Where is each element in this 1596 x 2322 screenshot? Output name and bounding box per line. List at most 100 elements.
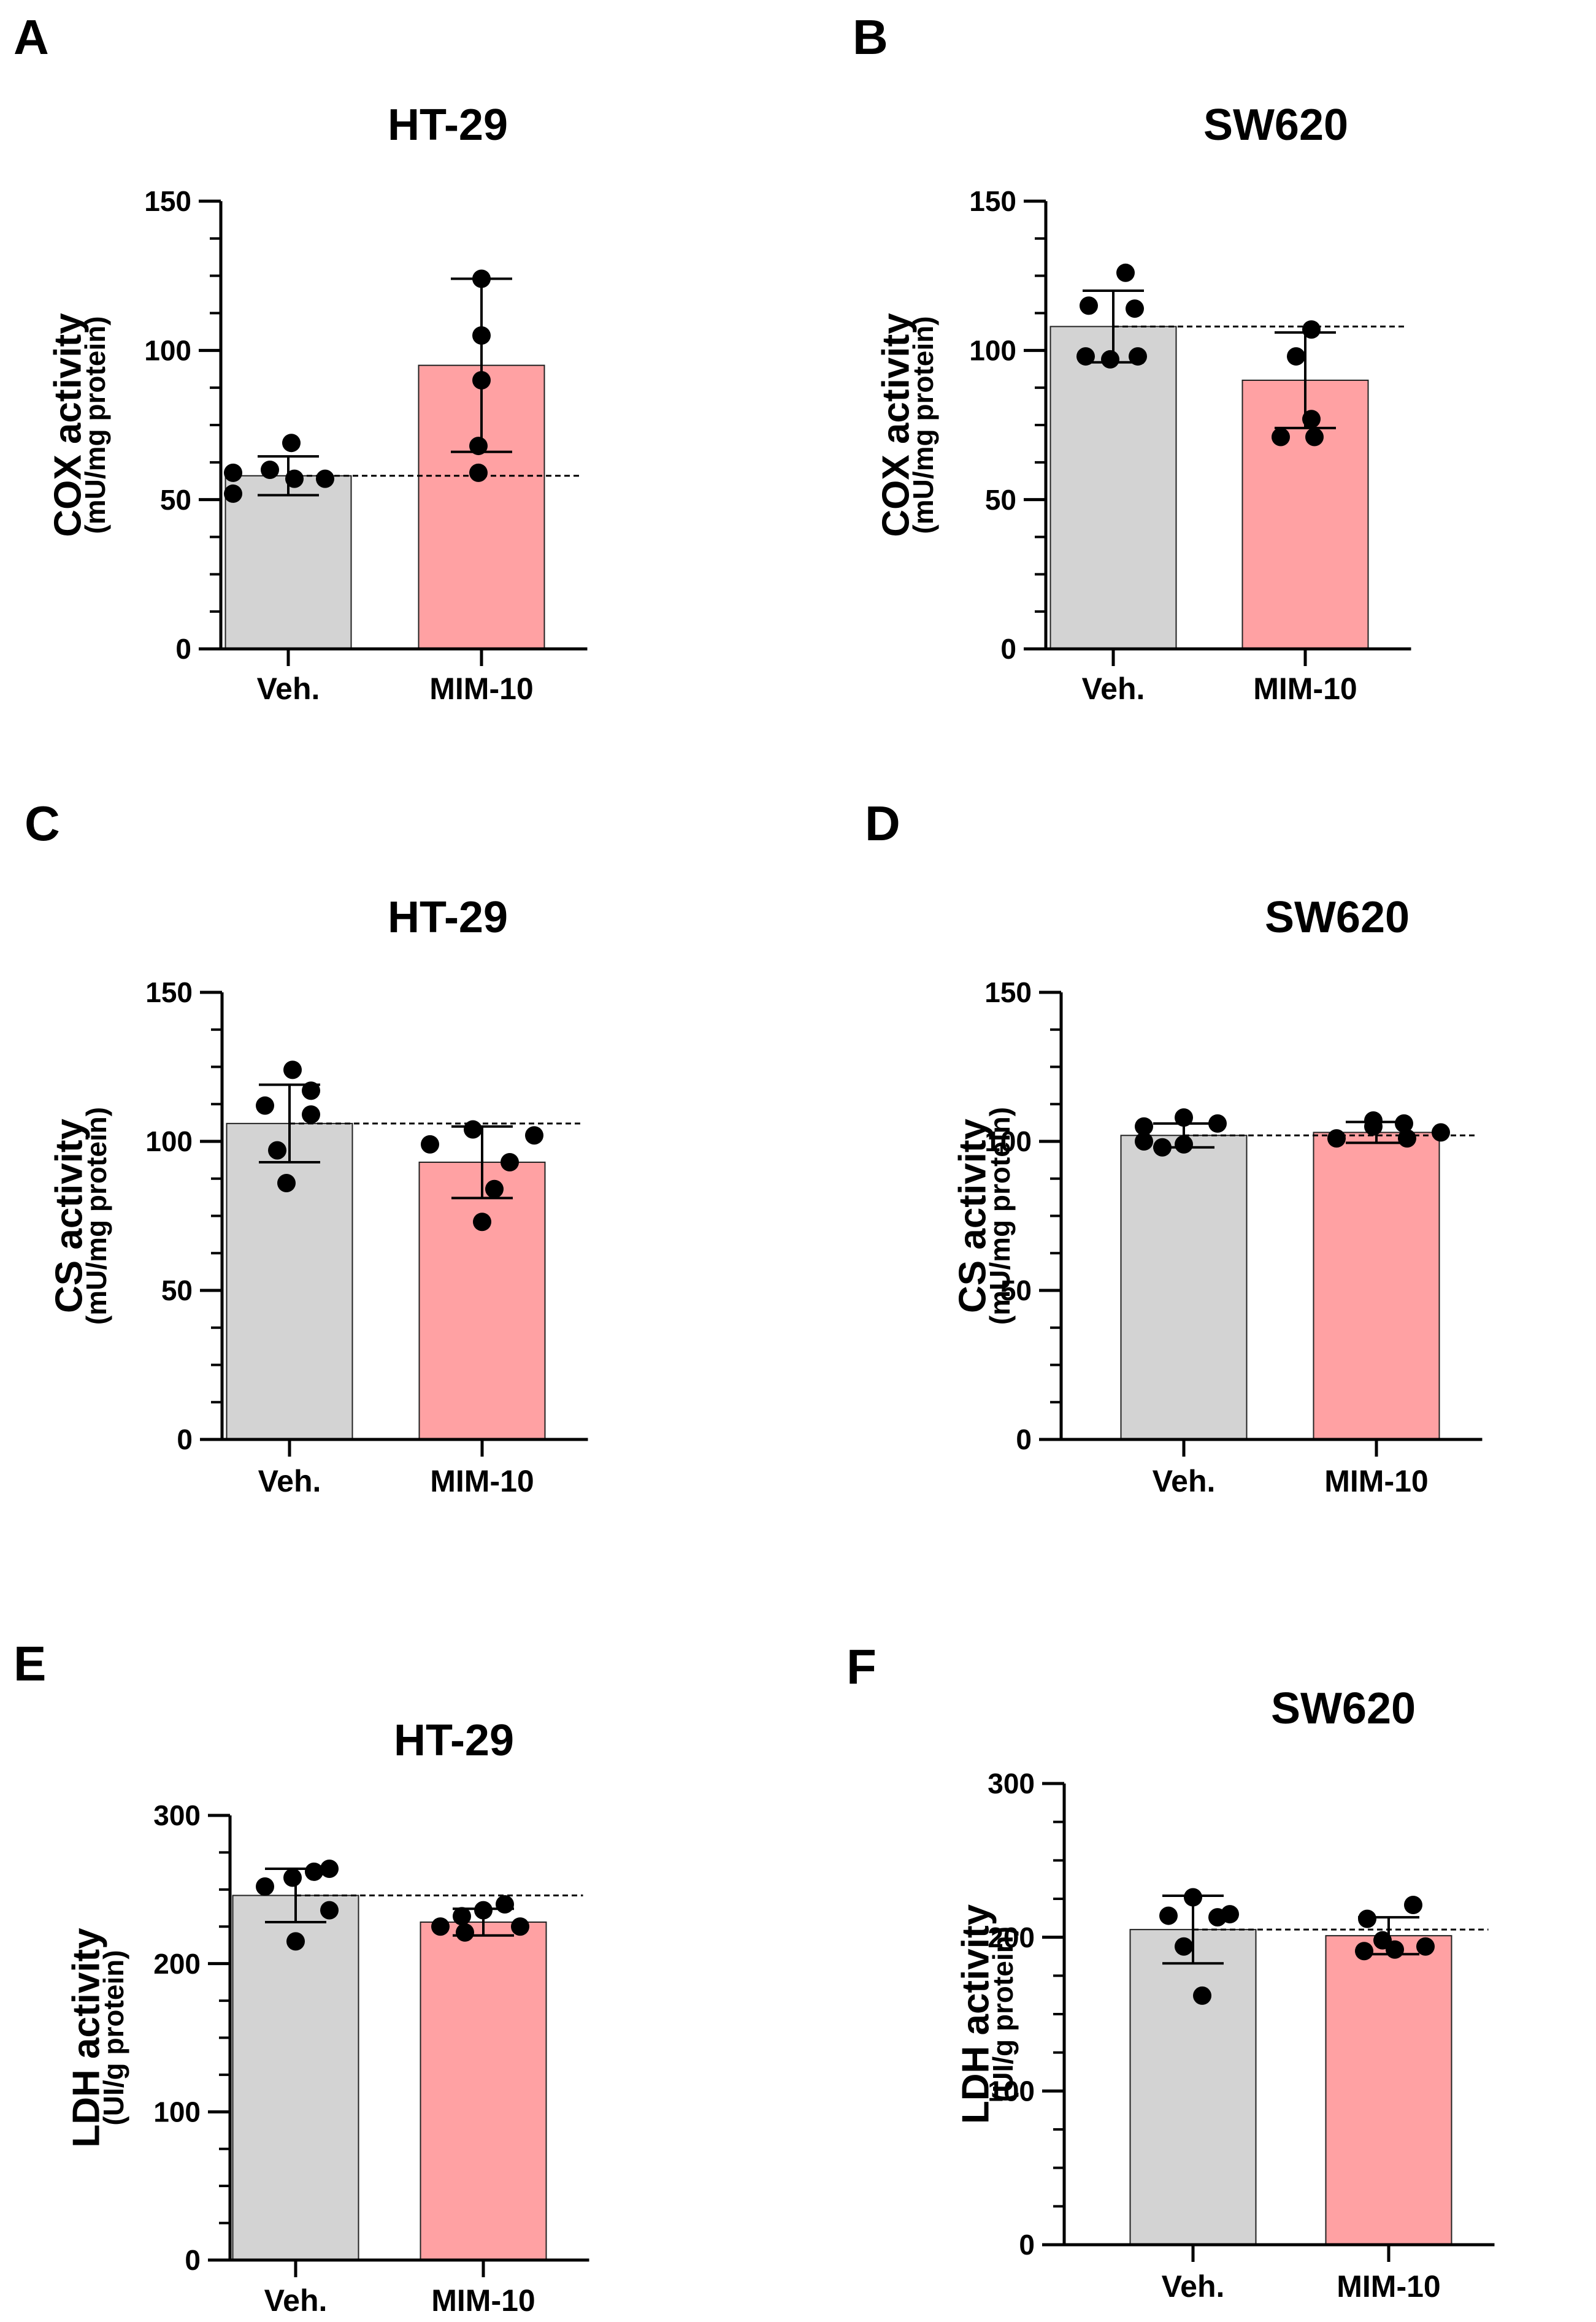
y-tick-label: 50 [160, 484, 191, 516]
data-point [469, 437, 488, 456]
bar-mim-10 [420, 1922, 547, 2261]
y-axis-label: CS activity [48, 1118, 91, 1313]
y-tick-label: 100 [969, 334, 1016, 366]
y-tick-label: 100 [984, 1125, 1032, 1157]
data-point [1302, 410, 1321, 429]
data-point [464, 1120, 482, 1139]
data-point [1386, 1940, 1404, 1959]
y-tick-label: 150 [144, 185, 191, 217]
x-category-label: Veh. [257, 672, 320, 706]
data-point [261, 461, 279, 479]
data-point [302, 1081, 320, 1100]
data-point [1135, 1117, 1153, 1136]
y-tick-label: 50 [161, 1274, 193, 1306]
x-category-label: Veh. [1162, 2269, 1225, 2304]
data-point [1153, 1138, 1172, 1157]
y-tick-label: 0 [1000, 633, 1016, 665]
data-point [283, 1060, 302, 1079]
y-axis-label: LDH activity [955, 1904, 997, 2124]
data-point [256, 1096, 274, 1115]
data-point [485, 1179, 504, 1198]
data-point [1116, 263, 1135, 282]
data-point [1221, 1905, 1239, 1924]
panel-letter: F [846, 1639, 877, 1694]
data-point [431, 1917, 450, 1936]
bar-veh [1120, 1135, 1248, 1441]
x-category-label: Veh. [1153, 1464, 1216, 1498]
y-axis-unit-label: (UI/g protein) [98, 1950, 129, 2125]
y-axis-label: LDH activity [66, 1928, 108, 2148]
y-axis-label: COX activity [47, 313, 90, 537]
chart-title: HT-29 [388, 101, 508, 150]
y-axis-unit-label: (mU/mg protein) [79, 316, 111, 534]
data-point [1355, 1942, 1373, 1961]
data-point [1175, 1108, 1193, 1127]
data-point [268, 1141, 286, 1160]
y-tick-label: 300 [153, 1799, 201, 1831]
data-point [496, 1895, 514, 1914]
data-point [501, 1153, 519, 1172]
chart-title: HT-29 [388, 893, 508, 942]
data-point [1175, 1937, 1193, 1956]
data-point [305, 1862, 323, 1881]
data-point [474, 1901, 493, 1920]
data-point [1358, 1909, 1376, 1928]
error-bar [451, 1125, 513, 1200]
bar-mim-10 [1325, 1935, 1452, 2245]
data-point [1416, 1937, 1435, 1956]
y-tick-label: 100 [153, 2096, 201, 2128]
data-point [1080, 296, 1098, 315]
data-point [1395, 1114, 1413, 1133]
bar-veh [224, 475, 352, 649]
panel-b: B SW620 COX activity(mU/mg protein) 0 50 100 1… [853, 10, 1411, 706]
data-point [473, 1213, 491, 1232]
chart-title: SW620 [1265, 893, 1410, 942]
y-tick-label: 200 [153, 1948, 201, 1980]
data-point [320, 1860, 339, 1878]
data-point [224, 484, 242, 503]
data-point [1432, 1123, 1450, 1142]
data-point [421, 1135, 439, 1154]
data-point [525, 1126, 543, 1145]
data-point [511, 1917, 529, 1936]
data-point [472, 326, 491, 345]
x-category-label: Veh. [264, 2283, 328, 2318]
x-category-label: MIM-10 [429, 672, 533, 706]
x-category-label: MIM-10 [1253, 672, 1357, 706]
data-point [472, 269, 491, 288]
y-tick-label: 150 [969, 185, 1016, 217]
bar-veh [232, 1895, 359, 2261]
bar-veh [1049, 326, 1177, 649]
data-point [277, 1174, 296, 1193]
y-tick-label: 0 [177, 1423, 193, 1455]
y-axis-label: CS activity [952, 1118, 994, 1313]
data-point [1404, 1896, 1422, 1915]
data-point [1159, 1906, 1178, 1925]
y-axis-unit-label: (mU/mg protein) [984, 1107, 1016, 1325]
y-axis-unit-label: (mU/mg protein) [907, 316, 939, 534]
data-point [1184, 1888, 1202, 1907]
data-point [469, 463, 488, 482]
panel-d: D SW620 CS activity(mU/mg protein) 0 50 100 15… [865, 796, 1483, 1498]
panel-letter: E [13, 1636, 46, 1691]
panel-letter: D [865, 796, 900, 851]
data-point [1364, 1111, 1383, 1130]
data-point [1272, 427, 1290, 446]
data-point [1076, 347, 1095, 366]
x-category-label: Veh. [1082, 672, 1145, 706]
data-point [1398, 1129, 1416, 1148]
x-category-label: MIM-10 [431, 2283, 535, 2318]
panel-letter: A [13, 10, 49, 64]
data-point [286, 1932, 305, 1951]
y-tick-label: 0 [175, 633, 191, 665]
panel-a: A HT-29 COX activity(mU/mg protein) 0 50 100 1… [13, 10, 588, 706]
panel-c: C HT-29 CS activity(mU/mg protein) 0 50 100 15… [25, 796, 588, 1498]
data-point [256, 1877, 274, 1896]
data-point [1193, 1986, 1211, 2005]
data-point [283, 1868, 302, 1887]
y-tick-label: 50 [985, 484, 1016, 516]
data-point [302, 1105, 320, 1124]
panel-letter: C [25, 796, 60, 851]
data-point [224, 463, 242, 482]
